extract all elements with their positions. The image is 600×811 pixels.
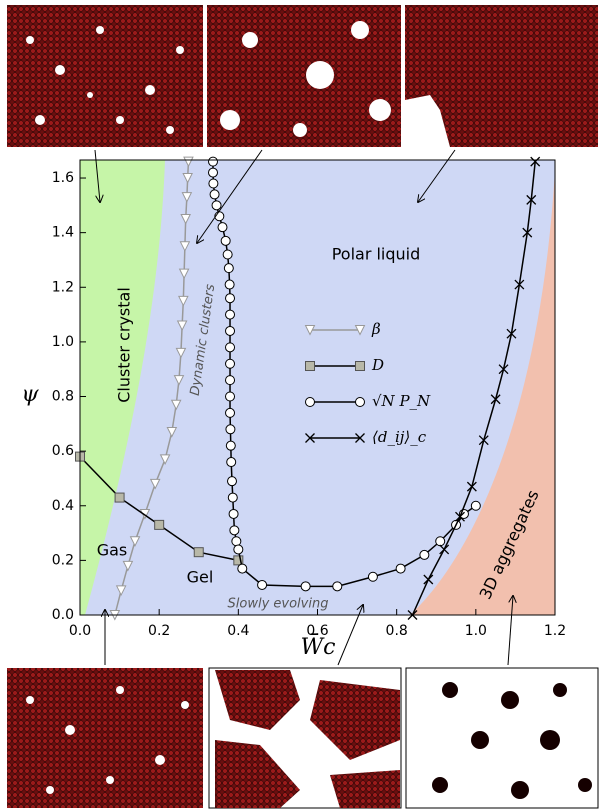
marker (238, 564, 247, 573)
region-label: Gel (187, 568, 214, 587)
marker (226, 294, 235, 303)
marker (226, 408, 235, 417)
y-axis-label: ψ (21, 382, 39, 407)
legend-marker (356, 398, 365, 407)
marker (209, 179, 218, 188)
marker (396, 564, 405, 573)
marker (194, 548, 203, 557)
legend-marker (356, 362, 365, 371)
region-label: Cluster crystal (115, 287, 134, 403)
marker (228, 493, 237, 502)
marker (226, 310, 235, 319)
marker (228, 477, 237, 486)
y-tick-label: 0.4 (52, 498, 74, 514)
marker (436, 537, 445, 546)
x-tick-label: 0.6 (306, 623, 328, 639)
marker (333, 582, 342, 591)
x-tick-label: 0.4 (227, 623, 249, 639)
snapshot (7, 5, 203, 147)
marker (226, 376, 235, 385)
marker (227, 458, 236, 467)
y-tick-label: 1.4 (52, 225, 74, 241)
y-tick-label: 0.2 (52, 552, 74, 568)
marker (224, 264, 233, 273)
snapshot (7, 668, 203, 808)
marker (210, 190, 219, 199)
marker (226, 441, 235, 450)
marker (368, 572, 377, 581)
y-tick-label: 1.6 (52, 170, 74, 186)
y-tick-label: 1.2 (52, 279, 74, 295)
marker (301, 582, 310, 591)
region-label: Polar liquid (332, 245, 421, 264)
legend-label: D (371, 356, 384, 374)
marker (226, 392, 235, 401)
region-label: Gas (97, 541, 128, 560)
y-tick-label: 0.8 (52, 389, 74, 405)
plot-background (80, 160, 555, 615)
marker (209, 168, 218, 177)
legend-label: β (371, 320, 381, 338)
y-tick-label: 0.6 (52, 443, 74, 459)
marker (226, 326, 235, 335)
y-tick-label: 1.0 (52, 334, 74, 350)
x-tick-label: 1.0 (465, 623, 487, 639)
x-tick-label: 0.8 (386, 623, 408, 639)
marker (212, 201, 221, 210)
x-tick-label: 1.2 (544, 623, 566, 639)
marker (155, 520, 164, 529)
marker (471, 501, 480, 510)
region-label: Slowly evolving (228, 597, 329, 612)
marker (258, 580, 267, 589)
marker (225, 280, 234, 289)
marker (223, 250, 232, 259)
legend-label: √N P_N (372, 392, 431, 410)
legend-marker (306, 362, 315, 371)
marker (226, 359, 235, 368)
x-tick-label: 0.2 (148, 623, 170, 639)
marker (218, 223, 227, 232)
marker (115, 493, 124, 502)
y-tick-label: 0.0 (52, 607, 74, 623)
marker (221, 236, 230, 245)
legend-marker (306, 398, 315, 407)
marker (226, 343, 235, 352)
figure: Cluster crystal Polar liquid Dynamic clu… (0, 0, 600, 811)
marker (209, 157, 218, 166)
marker (232, 537, 241, 546)
marker (420, 550, 429, 559)
x-tick-label: 0.0 (69, 623, 91, 639)
marker (234, 545, 243, 554)
marker (230, 526, 239, 535)
marker (229, 509, 238, 518)
marker (226, 425, 235, 434)
legend-label: ⟨d_ij⟩_c (372, 428, 427, 446)
